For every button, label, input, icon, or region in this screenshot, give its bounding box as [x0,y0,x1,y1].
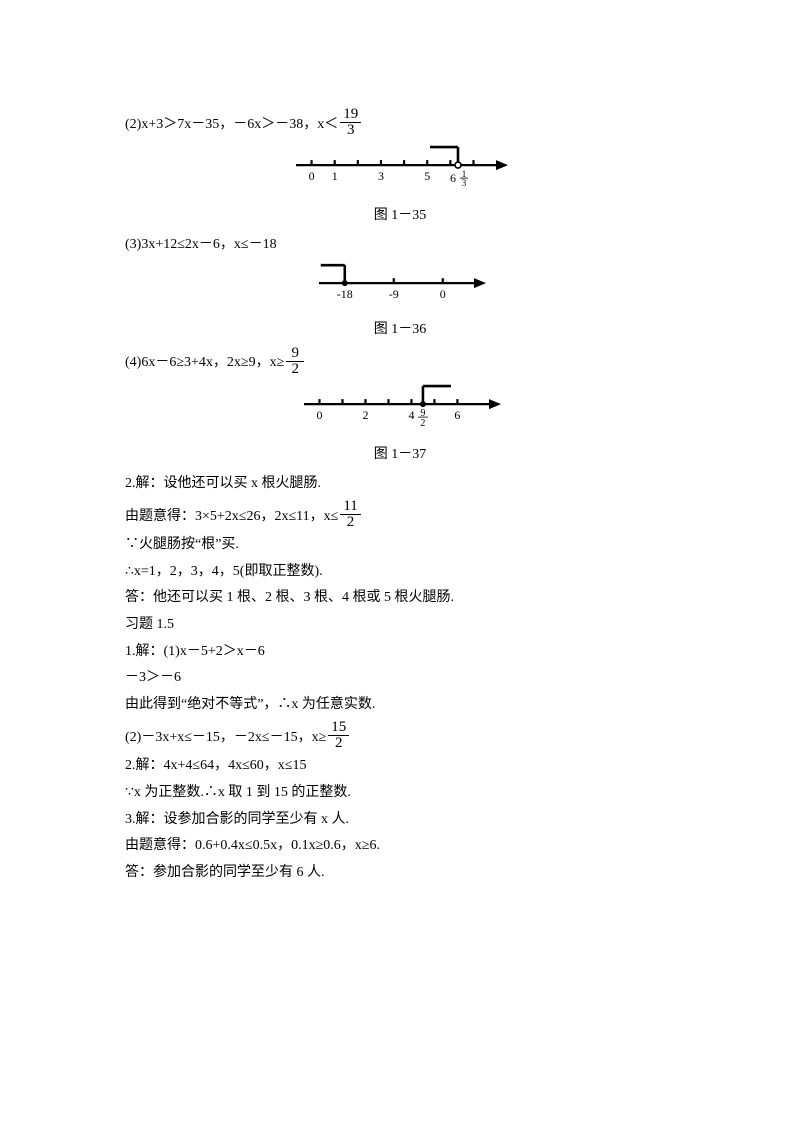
q2-line1: 2.解：设他还可以买 x 根火腿肠. [125,471,675,498]
svg-text:4: 4 [408,408,414,422]
q2-line3: ∵火腿肠按“根”买. [125,532,675,559]
numberline-fig36: -18 -9 0 [313,263,488,311]
p4-fraction: 9 2 [286,346,304,377]
exercise-title: 习题 1.5 [125,612,675,639]
p2-text: (2)x+3＞7x－35，－6x＞－38，x＜ [125,113,338,133]
figure-1-37: 024692 [125,381,675,441]
problem-2: (2)x+3＞7x－35，－6x＞－38，x＜ 19 3 [125,107,675,138]
ex1-fraction: 15 2 [328,720,349,751]
caption-fig36: 图 1－36 [125,318,675,338]
ex2-line1: 2.解：4x+4≤64，4x≤60，x≤15 [125,753,675,780]
ex1-line2: －3＞－6 [125,665,675,692]
svg-text:1: 1 [332,169,338,183]
svg-text:-18: -18 [336,287,352,301]
svg-text:6: 6 [454,408,460,422]
svg-text:3: 3 [462,178,467,188]
svg-text:0: 0 [316,408,322,422]
figure-1-35: 0135613 [125,142,675,202]
svg-text:-9: -9 [388,287,398,301]
numberline-fig37: 024692 [298,381,503,436]
ex2-line2: ∵x 为正整数.∴x 取 1 到 15 的正整数. [125,780,675,807]
p4-text: (4)6x－6≥3+4x，2x≥9，x≥ [125,351,284,371]
ex1-line1: 1.解：(1)x－5+2＞x－6 [125,639,675,666]
q2-line4: ∴x=1，2，3，4，5(即取正整数). [125,559,675,586]
ex1-line3: 由此得到“绝对不等式”，∴x 为任意实数. [125,692,675,719]
numberline-fig35: 0135613 [290,142,510,197]
p2-fraction: 19 3 [340,107,361,138]
svg-text:3: 3 [378,169,384,183]
problem-3: (3)3x+12≤2x－6，x≤－18 [125,232,675,259]
caption-fig37: 图 1－37 [125,443,675,463]
q2-line2: 由题意得：3×5+2x≤26，2x≤11，x≤ 11 2 [125,499,675,530]
figure-1-36: -18 -9 0 [125,263,675,316]
svg-text:0: 0 [439,287,445,301]
q2-line5: 答：他还可以买 1 根、2 根、3 根、4 根或 5 根火腿肠. [125,585,675,612]
page: (2)x+3＞7x－35，－6x＞－38，x＜ 19 3 0135613 图 1… [0,0,800,936]
svg-text:6: 6 [450,171,456,185]
q2-fraction: 11 2 [340,499,360,530]
problem-4: (4)6x－6≥3+4x，2x≥9，x≥ 9 2 [125,346,675,377]
svg-text:2: 2 [362,408,368,422]
ex3-line3: 答：参加合影的同学至少有 6 人. [125,860,675,887]
svg-text:0: 0 [309,169,315,183]
svg-text:2: 2 [420,418,425,429]
caption-fig35: 图 1－35 [125,204,675,224]
ex3-line1: 3.解：设参加合影的同学至少有 x 人. [125,807,675,834]
ex3-line2: 由题意得：0.6+0.4x≤0.5x，0.1x≥0.6，x≥6. [125,833,675,860]
svg-text:5: 5 [424,169,430,183]
ex1-line4: (2)－3x+x≤－15，－2x≤－15，x≥ 15 2 [125,720,675,751]
